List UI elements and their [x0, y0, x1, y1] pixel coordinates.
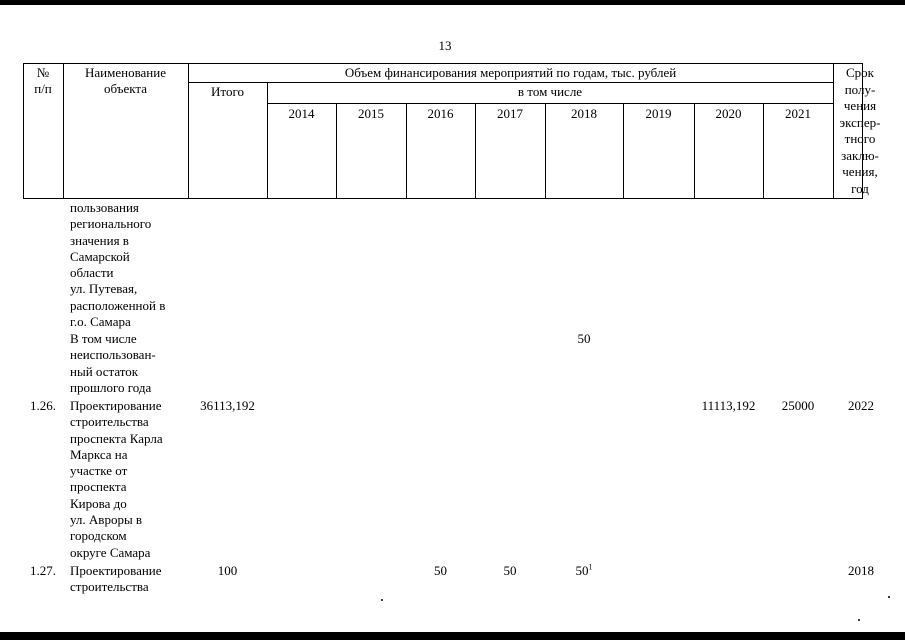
- header-including: в том числе: [517, 84, 583, 99]
- header-deadline: Срок полу- чения экспер- тного заклю- че…: [839, 65, 881, 196]
- row-2020-value: 11113,192: [701, 398, 756, 413]
- row-2016-value: 50: [434, 563, 447, 578]
- row-deadline: 2018: [848, 563, 874, 578]
- row-deadline: 2022: [848, 398, 874, 413]
- row-name: Проектирование строительства: [70, 563, 162, 595]
- row-2021-value: 25000: [781, 398, 815, 413]
- row-total: 100: [217, 563, 238, 578]
- subrow-name: В том числе неиспользован- ный остаток п…: [70, 331, 156, 395]
- row-name: Проектирование строительства проспекта К…: [70, 398, 163, 560]
- header-year-2021: 2021: [785, 106, 811, 121]
- scan-speck: [858, 619, 860, 621]
- bottom-border: [0, 632, 905, 640]
- header-year-2018: 2018: [571, 106, 597, 121]
- header-num: № п/п: [34, 65, 52, 96]
- row-2018-value: 501: [575, 562, 593, 578]
- header-name: Наименование объекта: [85, 65, 166, 96]
- header-year-2017: 2017: [497, 106, 523, 121]
- row-number: 1.26.: [30, 398, 56, 413]
- row-2017-value: 50: [503, 563, 517, 578]
- scan-speck: [381, 599, 383, 601]
- footnote-marker: 1: [588, 562, 593, 572]
- subrow-2018-value: 50: [577, 331, 591, 346]
- header-year-2015: 2015: [358, 106, 384, 121]
- scan-speck: [888, 596, 890, 598]
- page-number: 13: [438, 38, 452, 53]
- header-volume-title: Объем финансирования мероприятий по года…: [344, 65, 677, 80]
- row-total: 36113,192: [200, 398, 255, 413]
- row-number: 1.27.: [30, 563, 56, 578]
- header-year-2014: 2014: [288, 106, 315, 121]
- header-year-2020: 2020: [715, 106, 742, 121]
- header-year-2019: 2019: [645, 106, 672, 121]
- header-year-2016: 2016: [427, 106, 454, 121]
- header-total: Итого: [211, 84, 244, 99]
- continuation-name: пользования регионального значения в Сам…: [70, 200, 166, 330]
- top-border: [0, 0, 905, 5]
